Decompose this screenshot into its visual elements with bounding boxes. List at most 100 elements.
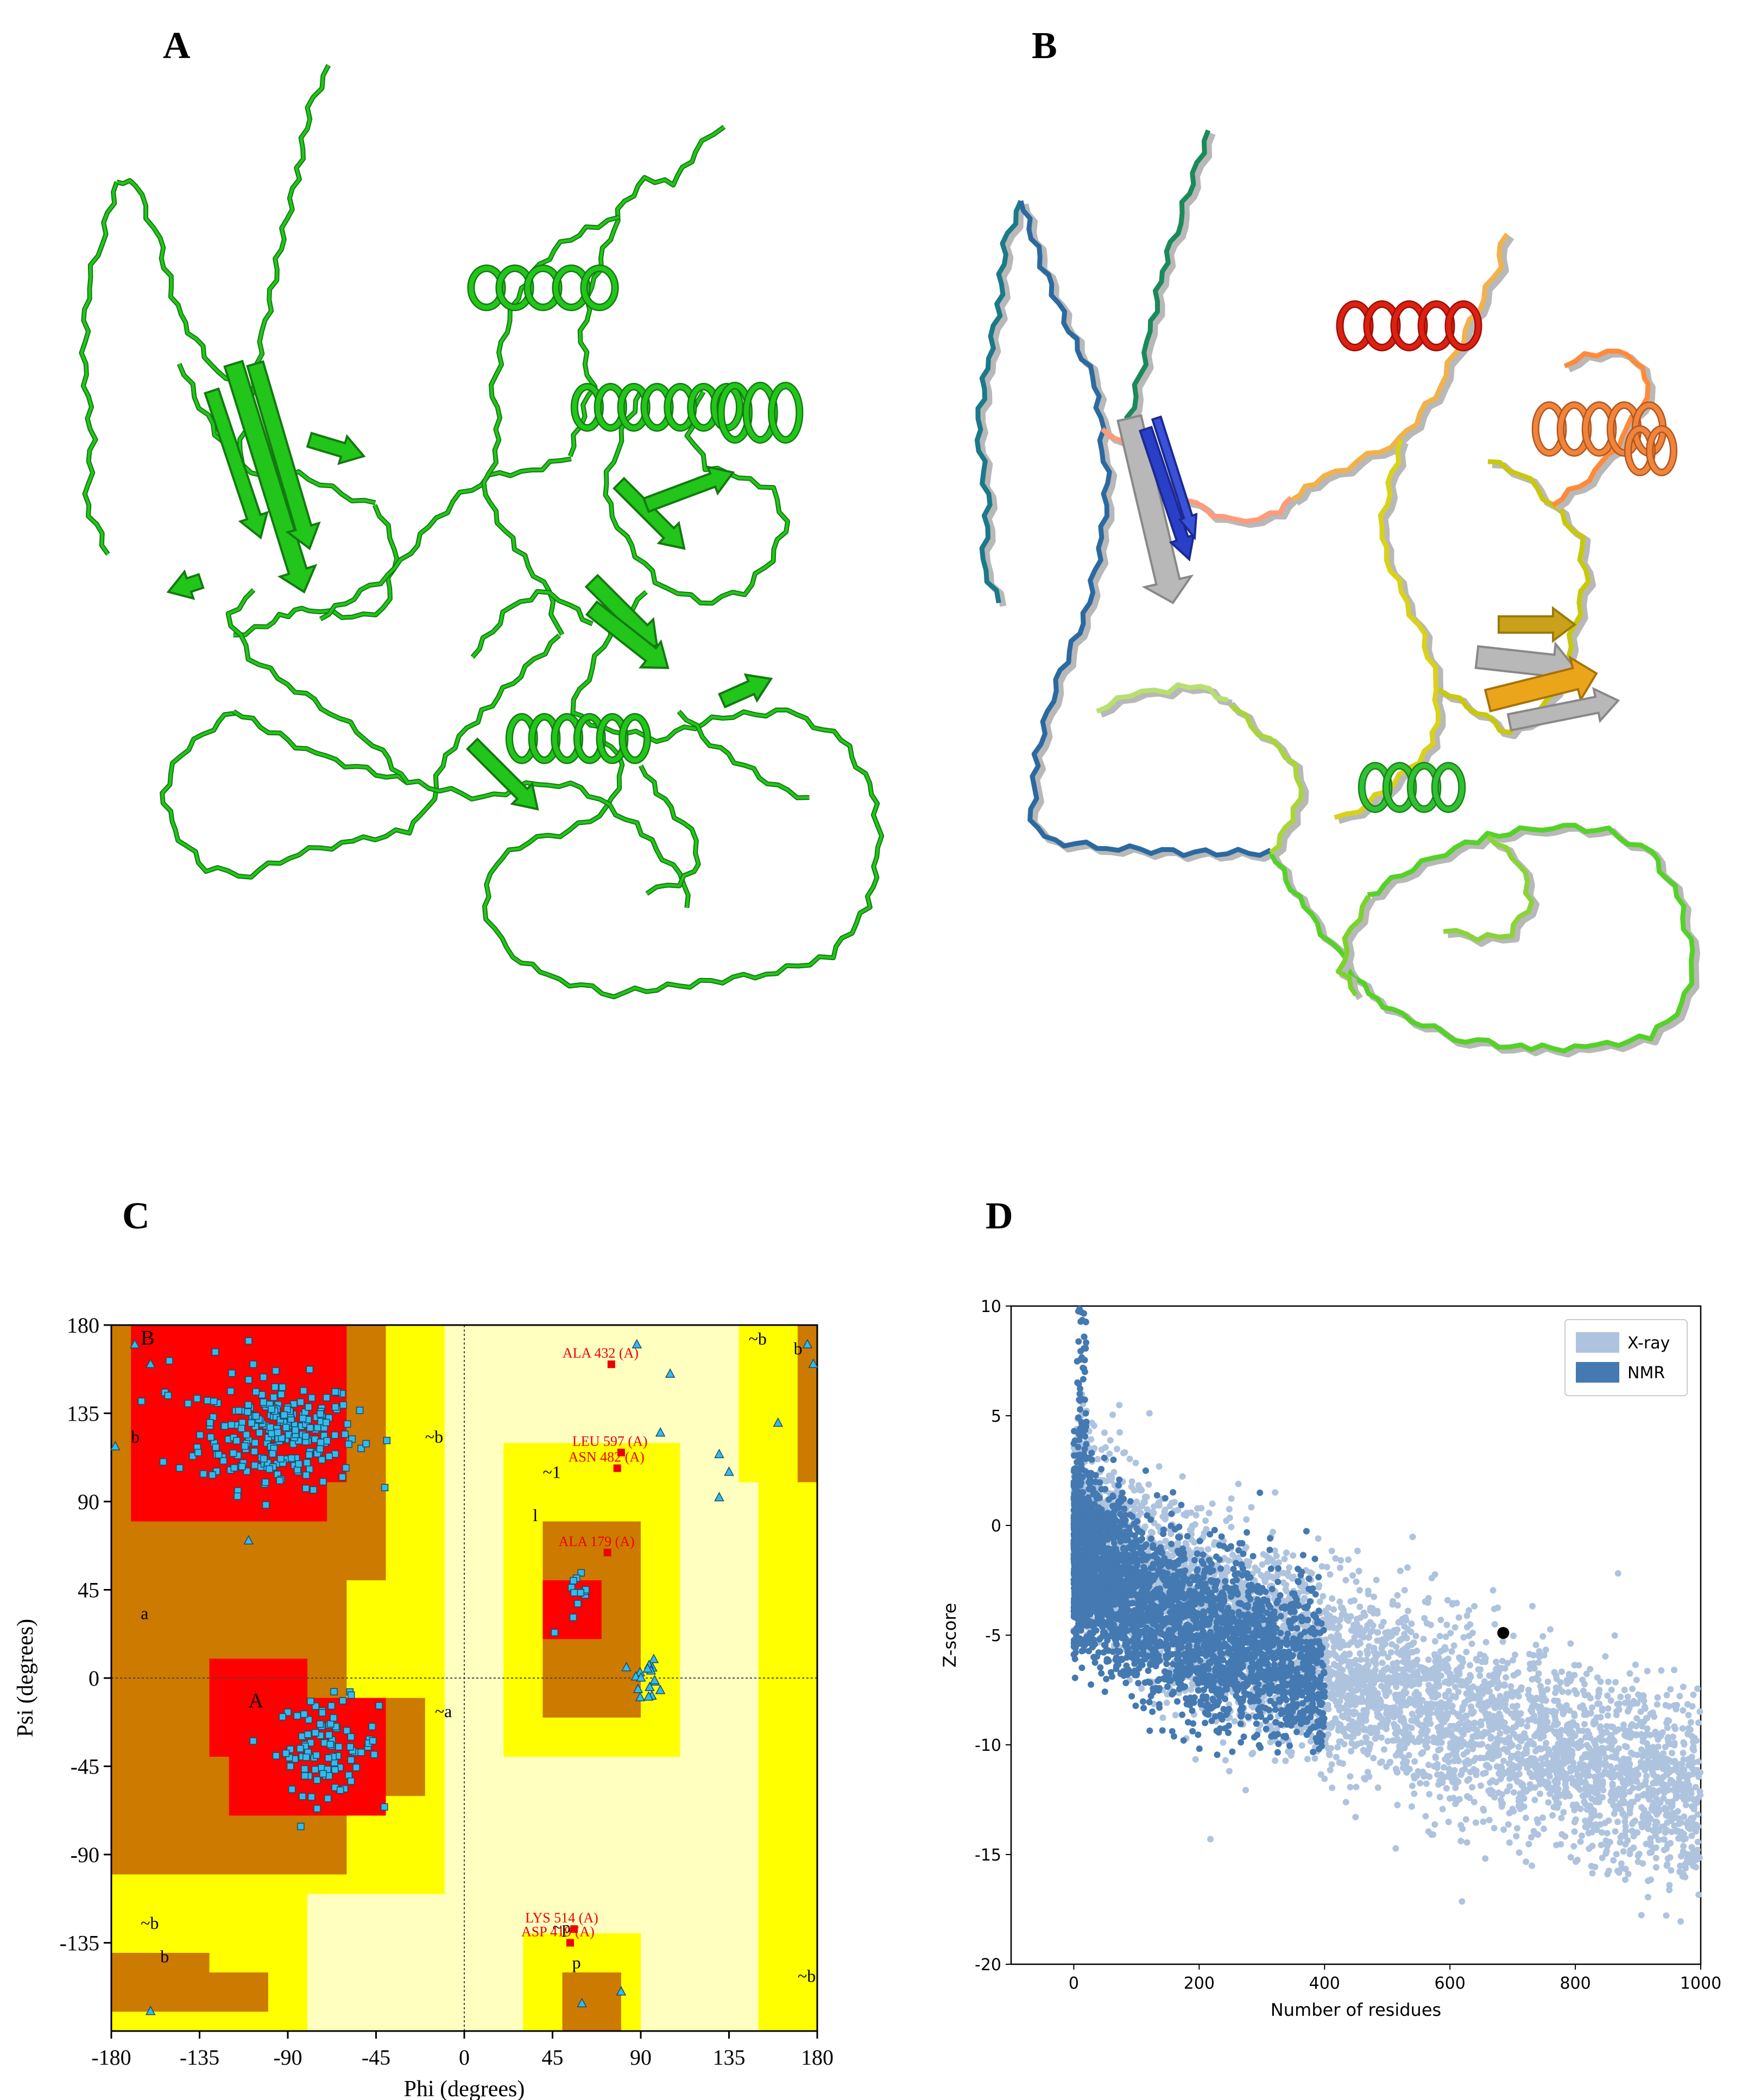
xray-point xyxy=(1342,1612,1349,1619)
model-loop xyxy=(1096,682,1228,714)
disallowed-region-cell xyxy=(641,1795,661,1816)
xray-point xyxy=(1318,1563,1326,1570)
xray-point xyxy=(1621,1818,1629,1825)
residue-point xyxy=(243,1430,250,1439)
disallowed-region-cell xyxy=(444,1658,465,1679)
generous-region-cell xyxy=(621,2011,641,2032)
disallowed-region-cell xyxy=(719,1913,740,1933)
beta-strand xyxy=(204,387,269,540)
model-loop xyxy=(1018,200,1272,858)
xray-point xyxy=(1155,1523,1162,1530)
xray-point xyxy=(1202,1517,1209,1524)
xray-point xyxy=(1425,1681,1432,1688)
generous-region-cell xyxy=(523,1521,543,1541)
disallowed-region-cell xyxy=(680,1541,700,1561)
generous-region-cell xyxy=(758,1384,779,1404)
disallowed-region-cell xyxy=(680,1756,700,1777)
generous-region-cell xyxy=(366,1638,387,1659)
disallowed-region-cell xyxy=(503,1815,523,1836)
allowed-region-cell xyxy=(111,1481,131,1502)
generous-region-cell xyxy=(229,2011,249,2032)
generous-region-cell xyxy=(190,2011,210,2032)
core-region-cell xyxy=(150,1403,171,1424)
generous-region-cell xyxy=(307,1874,327,1894)
allowed-region-cell xyxy=(111,1991,131,2012)
xray-point xyxy=(1107,1437,1114,1444)
xray-point xyxy=(1598,1842,1605,1849)
xray-point xyxy=(1679,1725,1686,1732)
allowed-region-cell xyxy=(131,1678,151,1698)
residue-point xyxy=(292,1426,299,1434)
generous-region-cell xyxy=(778,1325,798,1345)
xray-point xyxy=(1462,1816,1469,1823)
residue-point xyxy=(331,1403,339,1411)
disallowed-region-cell xyxy=(680,1678,700,1698)
generous-region-cell xyxy=(778,1481,798,1502)
generous-region-cell xyxy=(542,2011,563,2032)
disallowed-region-cell xyxy=(425,1913,445,1933)
disallowed-region-cell xyxy=(562,1815,583,1836)
allowed-region-cell xyxy=(601,1599,622,1620)
allowed-region-cell xyxy=(268,1855,288,1875)
allowed-region-cell xyxy=(150,1619,171,1639)
allowed-region-cell xyxy=(248,1991,269,2012)
disallowed-region-cell xyxy=(699,1913,719,1933)
disallowed-region-cell xyxy=(484,1698,504,1718)
generous-region-cell xyxy=(778,1580,798,1600)
disallowed-region-cell xyxy=(680,1502,700,1522)
generous-region-cell xyxy=(562,1952,583,1973)
allowed-region-cell xyxy=(601,1972,622,1992)
xray-point xyxy=(1367,1629,1374,1636)
xray-point xyxy=(1535,1819,1542,1826)
allowed-region-cell xyxy=(209,1834,230,1855)
xray-point xyxy=(1223,1517,1230,1524)
xray-point xyxy=(1589,1870,1596,1877)
allowed-region-cell xyxy=(170,1815,190,1836)
region-label: a xyxy=(141,1604,148,1623)
residue-point xyxy=(280,1411,288,1419)
disallowed-region-cell xyxy=(542,1894,563,1914)
allowed-region-cell xyxy=(582,1638,602,1659)
residue-point xyxy=(301,1772,309,1780)
core-region-cell xyxy=(131,1442,151,1463)
xray-point xyxy=(1567,1854,1574,1861)
disallowed-region-cell xyxy=(503,1795,523,1816)
xray-point xyxy=(1586,1845,1593,1852)
allowed-region-cell xyxy=(327,1580,347,1600)
core-region-cell xyxy=(366,1756,387,1777)
generous-region-cell xyxy=(660,1737,680,1757)
core-region-cell xyxy=(170,1364,190,1384)
allowed-region-cell xyxy=(150,1521,171,1541)
disallowed-region-cell xyxy=(562,1756,583,1777)
disallowed-region-cell xyxy=(739,1619,759,1639)
core-region-cell xyxy=(288,1364,308,1384)
xray-point xyxy=(1329,1784,1336,1792)
xray-point xyxy=(1460,1634,1467,1641)
residue-point xyxy=(211,1348,219,1356)
disallowed-region-cell xyxy=(562,1403,583,1424)
y-tick-label: 180 xyxy=(67,1313,99,1338)
residue-point xyxy=(311,1765,319,1774)
generous-region-cell xyxy=(542,1442,563,1463)
xray-point xyxy=(1680,1750,1687,1757)
xray-point xyxy=(1504,1748,1511,1755)
residue-point xyxy=(323,1393,331,1402)
generous-region-cell xyxy=(739,1423,759,1443)
disallowed-region-cell xyxy=(542,1815,563,1836)
disallowed-region-cell xyxy=(484,1776,504,1796)
core-region-cell xyxy=(268,1678,288,1698)
xray-point xyxy=(1320,1593,1327,1600)
allowed-region-cell xyxy=(170,1972,190,1992)
outlier-point xyxy=(603,1548,611,1556)
residue-point xyxy=(331,1759,338,1767)
loop-segment xyxy=(178,363,376,504)
allowed-region-cell xyxy=(170,1619,190,1639)
generous-region-cell xyxy=(405,1364,426,1384)
disallowed-region-cell xyxy=(503,1913,523,1933)
xray-point xyxy=(1560,1711,1567,1718)
disallowed-region-cell xyxy=(484,1717,504,1737)
disallowed-region-cell xyxy=(444,1834,465,1855)
generous-region-cell xyxy=(797,1638,818,1659)
xray-point xyxy=(1690,1691,1697,1698)
glycine-point xyxy=(665,1368,676,1378)
